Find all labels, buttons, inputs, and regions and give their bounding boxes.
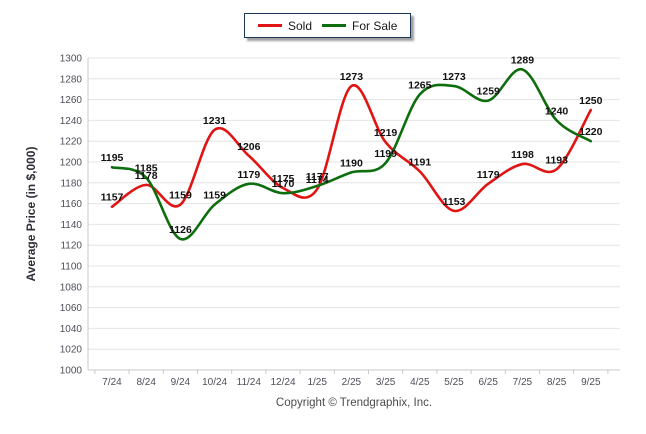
chart-legend: Sold For Sale (244, 13, 412, 38)
for-sale-value-label: 1177 (306, 171, 329, 183)
for-sale-value-label: 1179 (237, 169, 260, 181)
sold-value-label: 1198 (511, 149, 534, 161)
y-tick-label: 1240 (60, 116, 83, 127)
for-sale-value-label: 1170 (272, 178, 295, 190)
y-tick-label: 1000 (60, 366, 83, 377)
sold-value-label: 1193 (545, 154, 568, 166)
y-tick-label: 1200 (60, 158, 83, 169)
y-tick-label: 1160 (60, 199, 82, 210)
for-sale-value-label: 1273 (442, 71, 466, 83)
x-tick-label: 1/25 (307, 377, 327, 388)
sold-value-label: 1174 (306, 174, 329, 186)
sold-value-label: 1273 (340, 71, 364, 83)
for-sale-value-label: 1259 (477, 86, 501, 98)
for-sale-line (110, 68, 593, 241)
for-sale-value-label: 1199 (374, 148, 397, 160)
y-tick-label: 1060 (60, 303, 83, 314)
sold-value-label: 1250 (579, 95, 603, 107)
y-tick-label: 1100 (60, 262, 82, 273)
legend-item-sold: Sold (258, 20, 312, 32)
for-sale-value-label: 1195 (101, 152, 124, 164)
y-tick-label: 1140 (60, 220, 82, 231)
y-tick-label: 1080 (60, 282, 83, 293)
for-sale-value-label: 1289 (511, 54, 535, 66)
legend-label-for-sale: For Sale (352, 18, 398, 33)
y-tick-label: 1280 (60, 74, 83, 85)
legend-item-for-sale: For Sale (322, 20, 397, 32)
x-tick-label: 2/25 (342, 377, 362, 388)
sold-value-label: 1231 (203, 115, 227, 127)
for-sale-value-label: 1126 (169, 224, 192, 236)
x-tick-label: 8/25 (547, 377, 567, 388)
y-tick-label: 1180 (60, 178, 82, 189)
for-sale-value-label: 1265 (408, 79, 432, 91)
x-tick-label: 3/25 (376, 377, 396, 388)
y-tick-label: 1300 (60, 54, 83, 65)
y-tick-label: 1220 (60, 137, 83, 148)
y-tick-label: 1120 (60, 241, 82, 252)
x-tick-label: 6/25 (478, 377, 498, 388)
sold-value-label: 1153 (443, 196, 466, 208)
x-tick-label: 12/24 (270, 377, 295, 388)
for-sale-value-label: 1159 (203, 190, 226, 202)
sold-value-label: 1178 (135, 170, 158, 182)
for-sale-value-label: 1185 (135, 163, 158, 175)
sold-value-label: 1179 (477, 169, 500, 181)
sold-value-label: 1159 (169, 190, 192, 202)
x-tick-label: 7/24 (102, 377, 122, 388)
sold-value-label: 1206 (237, 141, 261, 153)
y-axis-title: Average Price (in $,000) (24, 146, 38, 282)
legend-label-sold: Sold (288, 18, 313, 33)
for-sale-value-label: 1190 (340, 157, 363, 169)
x-tick-label: 9/25 (581, 377, 601, 388)
for-sale-value-label: 1240 (545, 105, 569, 117)
x-tick-label: 11/24 (237, 377, 262, 388)
y-tick-label: 1040 (60, 324, 83, 335)
sold-line-swatch (258, 24, 282, 27)
x-tick-label: 5/25 (444, 377, 464, 388)
sold-value-label: 1157 (101, 192, 124, 204)
x-tick-label: 9/24 (171, 377, 191, 388)
sold-value-label: 1175 (272, 173, 295, 185)
y-tick-label: 1260 (60, 95, 83, 106)
for-sale-value-label: 1220 (579, 126, 603, 138)
x-tick-label: 7/25 (513, 377, 533, 388)
sold-line (110, 84, 593, 213)
sold-value-label: 1219 (374, 127, 398, 139)
y-tick-label: 1020 (60, 345, 83, 356)
x-tick-label: 4/25 (410, 377, 430, 388)
x-tick-label: 8/24 (136, 377, 156, 388)
for-sale-line-swatch (322, 24, 347, 27)
sold-value-label: 1191 (408, 156, 431, 168)
x-tick-label: 10/24 (202, 377, 227, 388)
copyright-footer: Copyright © Trendgraphix, Inc. (275, 397, 433, 409)
